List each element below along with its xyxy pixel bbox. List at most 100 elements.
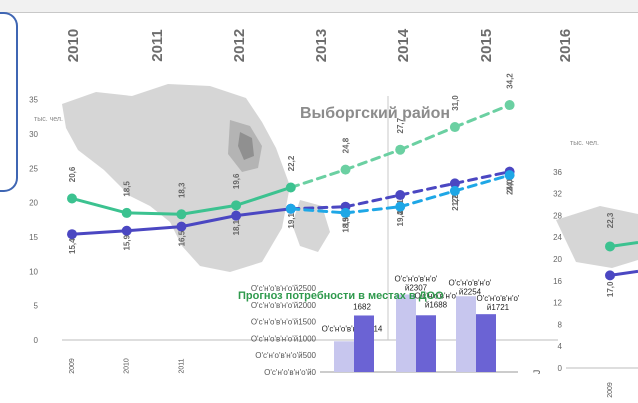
series-line-segment — [344, 193, 402, 209]
right-y-tick-label: 12 — [553, 299, 562, 308]
series-line-segment — [398, 125, 457, 152]
x-tick-label: 2009 — [69, 358, 76, 374]
inset-bar — [396, 294, 416, 372]
inset-bar-label: O'c'н'o'в'н'o' й1688 — [415, 291, 458, 309]
data-point — [285, 203, 296, 214]
inset-bar-label-line: O'c'н'o'в'н'o' — [477, 294, 520, 303]
right-y-tick-label: 8 — [558, 320, 563, 329]
right-y-tick-label: 36 — [553, 168, 562, 177]
data-point — [449, 178, 460, 189]
right-partial-chart: 0 4 8 12 16 20 24 28 32 36 2009 22,3 17,0 J — [532, 168, 638, 398]
inset-bar — [456, 296, 476, 372]
inset-bar-label: O'c'н'o'в'н'o' й2307 — [395, 274, 438, 292]
data-label: 15,9 — [123, 234, 132, 250]
right-data-label: 22,3 — [606, 212, 615, 228]
series-line-segment — [398, 189, 457, 209]
series-line-segment — [179, 203, 238, 216]
right-data-point — [605, 241, 615, 252]
inset-bar — [354, 315, 374, 372]
data-point — [67, 229, 77, 240]
chart-title: Выборгский район — [300, 105, 451, 122]
y-tick-label: 25 — [29, 164, 38, 173]
right-y-tick-label: 20 — [553, 255, 562, 264]
series-line-segment — [234, 207, 293, 218]
data-label: 19,4 — [396, 210, 405, 226]
right-bottom-label: J — [532, 370, 542, 375]
series-line-segment — [398, 181, 457, 197]
data-label: 34,2 — [506, 73, 515, 89]
series-line-segment — [289, 207, 347, 215]
inset-bar — [476, 314, 496, 372]
series-line-segment — [453, 173, 512, 193]
inset-bar-label-line: й2307 — [405, 283, 428, 292]
inset-y-tick-label: O'c'н'o'в'н'o'й2000 — [251, 301, 317, 310]
right-y-tick-label: 4 — [558, 342, 563, 351]
inset-y-tick-label: O'c'н'o'в'н'o'й500 — [255, 351, 316, 360]
data-point — [395, 144, 406, 155]
inset-bar-label-line: 1682 — [353, 302, 371, 311]
data-point — [449, 185, 460, 196]
data-label: 19,1 — [287, 212, 296, 228]
data-point — [395, 190, 406, 201]
inset-bar-label: O'c'н'o'в'н'o' й2254 — [449, 278, 492, 296]
data-point — [340, 207, 351, 218]
x-tick-label: 2010 — [124, 358, 131, 374]
y-axis-unit-label: тыс. чел. — [34, 116, 63, 123]
inset-bar-label-line: O'c'н'o'в'н'o'й914 — [322, 324, 383, 333]
left-panel-frame — [0, 12, 18, 192]
y-tick-label: 20 — [29, 199, 38, 208]
y-tick-label: 35 — [29, 96, 38, 105]
series-line-segment — [179, 214, 238, 229]
map-shape-main — [62, 84, 290, 272]
data-label: 16,5 — [177, 230, 186, 246]
inset-y-tick-label: O'c'н'o'в'н'o'й1000 — [251, 334, 317, 343]
right-y-tick-label: 24 — [553, 233, 562, 242]
data-label: 20,6 — [68, 166, 77, 182]
series-line-segment — [125, 225, 183, 233]
right-y-tick-label: 0 — [558, 364, 563, 373]
data-point — [395, 201, 406, 212]
data-label: 18,1 — [232, 219, 241, 235]
data-point — [176, 209, 187, 220]
data-label: 19,4 — [342, 210, 351, 226]
y-tick-label: 30 — [29, 130, 38, 139]
data-point — [340, 164, 351, 175]
series-line-segment — [125, 211, 183, 216]
right-data-point — [605, 270, 615, 281]
data-point — [176, 221, 187, 232]
inset-y-tick-label: O'c'н'o'в'н'o'й1500 — [251, 318, 317, 327]
right-data-label: 17,0 — [606, 281, 615, 297]
data-point — [121, 207, 132, 218]
map-shape-highlight — [238, 132, 254, 160]
right-y-tick-label: 32 — [553, 190, 562, 199]
inset-bar — [334, 341, 354, 372]
data-point — [504, 100, 515, 111]
top-toolbar-strip — [0, 0, 638, 13]
inset-bar-label-line: й1688 — [425, 300, 448, 309]
data-label: 24,0 — [506, 179, 515, 195]
series-line-segment — [453, 103, 512, 129]
data-point — [121, 225, 132, 236]
right-y-tick-label: 16 — [553, 277, 562, 286]
data-label: 22,2 — [287, 155, 296, 171]
data-label: 18,5 — [123, 181, 132, 197]
data-label: 18,5 — [342, 217, 351, 233]
data-label: 19,6 — [232, 173, 241, 189]
inset-bar-label-line: й2254 — [459, 287, 482, 296]
inset-chart-title: Прогноз потребности в местах в ДОО — [238, 290, 444, 302]
series-line-segment — [344, 205, 402, 215]
data-label: 27,7 — [396, 117, 405, 133]
right-y-tick-label: 28 — [553, 211, 562, 220]
map-shape-east — [292, 200, 330, 252]
data-point — [231, 200, 242, 211]
y-tick-label: 0 — [34, 336, 39, 345]
inset-bar-label-line: O'c'н'o'в'н'o' — [449, 278, 492, 287]
inset-bar-label-line: й1721 — [487, 303, 510, 312]
data-label: 21,7 — [451, 195, 460, 211]
data-label: 18,3 — [177, 182, 186, 198]
data-point — [504, 170, 515, 181]
inset-bar-label: O'c'н'o'в'н'o'й914 — [322, 324, 383, 333]
right-x-tick-label: 2009 — [607, 382, 614, 398]
